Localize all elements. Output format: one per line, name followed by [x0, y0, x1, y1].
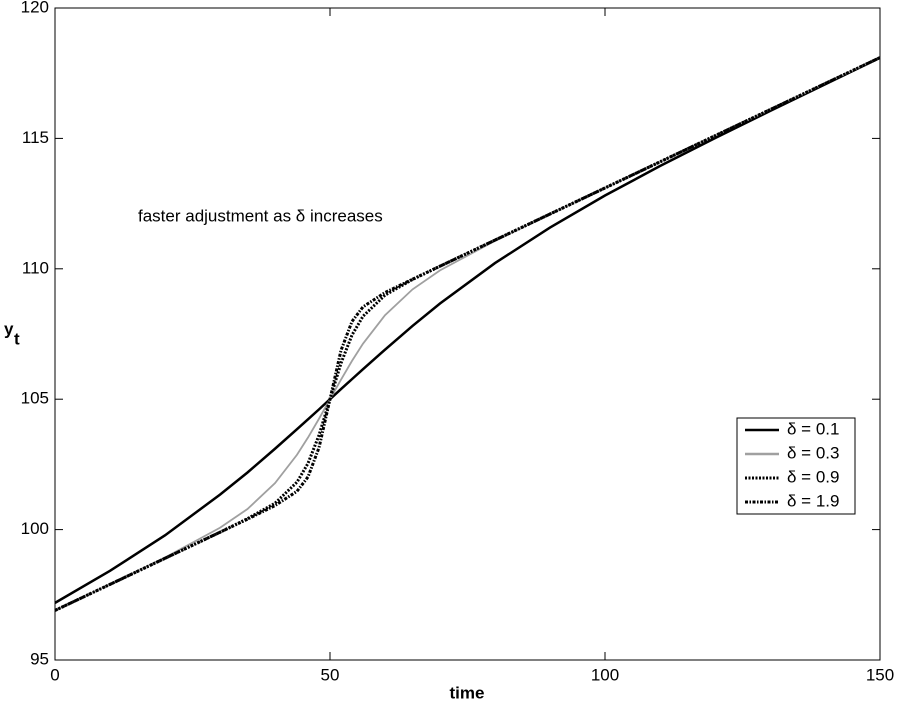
x-axis-label: time — [450, 683, 485, 702]
legend-box — [736, 417, 856, 515]
y-tick-label: 120 — [21, 0, 49, 16]
y-axis-label-subscript: t — [14, 329, 20, 348]
series-line — [54, 56, 881, 612]
legend-label: δ = 1.9 — [787, 491, 839, 510]
y-tick-label: 95 — [30, 649, 49, 668]
plot-frame — [54, 7, 881, 661]
y-tick-label: 115 — [22, 128, 49, 147]
legend-label: δ = 0.3 — [787, 443, 839, 462]
x-tick-label: 0 — [50, 665, 59, 684]
y-tick-label: 100 — [21, 519, 49, 538]
y-tick-label: 110 — [22, 258, 49, 277]
x-tick-label: 150 — [866, 665, 894, 684]
y-axis-label: y — [4, 319, 14, 338]
legend-label: δ = 0.1 — [787, 419, 839, 438]
series-line — [54, 56, 881, 604]
x-tick-label: 50 — [321, 665, 340, 684]
series-line — [54, 56, 881, 612]
y-tick-label: 105 — [21, 389, 49, 408]
annotation: faster adjustment as δ increases — [138, 206, 383, 225]
legend-label: δ = 0.9 — [787, 467, 839, 486]
x-tick-label: 100 — [591, 665, 619, 684]
